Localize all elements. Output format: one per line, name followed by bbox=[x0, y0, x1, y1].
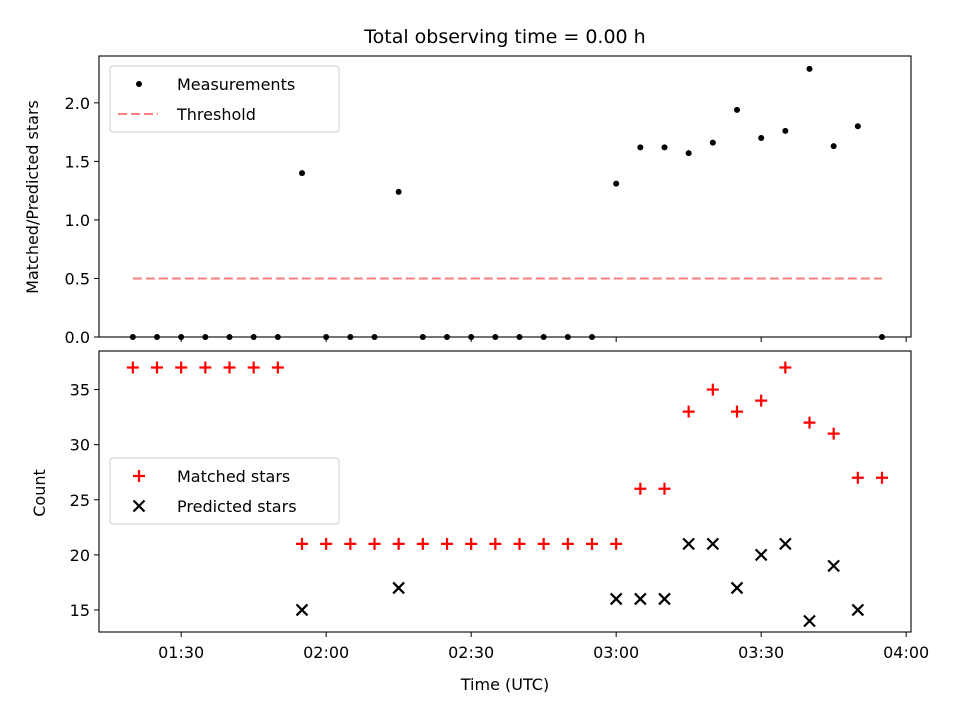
plot-frame bbox=[98, 55, 912, 338]
top-y-axis-label: Matched/Predicted stars bbox=[23, 100, 42, 294]
matched-stars-point bbox=[392, 537, 405, 550]
measurements-point bbox=[637, 144, 644, 151]
y-tick-label: 0.0 bbox=[65, 328, 90, 347]
matched-stars-point bbox=[151, 361, 163, 374]
measurements-point bbox=[395, 188, 402, 195]
legend: Measurements Threshold bbox=[109, 65, 340, 133]
matched-stars-point bbox=[465, 537, 478, 550]
y-tick-label: 15 bbox=[70, 601, 90, 620]
legend-label-matched-stars: Matched stars bbox=[177, 467, 290, 486]
matched-stars-point bbox=[634, 482, 647, 495]
matched-stars-point bbox=[489, 537, 502, 550]
bottom-y-axis-label: Count bbox=[30, 469, 49, 517]
y-tick-label: 1.5 bbox=[65, 152, 90, 171]
measurements-point bbox=[661, 144, 668, 151]
matched-stars-point bbox=[537, 537, 550, 550]
measurements-point bbox=[758, 134, 765, 141]
predicted-stars-point bbox=[730, 581, 744, 595]
y-tick-label: 2.0 bbox=[65, 94, 90, 113]
matched-stars-point bbox=[586, 537, 598, 550]
measurements-point bbox=[613, 180, 620, 187]
matched-stars-point bbox=[368, 537, 381, 550]
x-tick-label: 04:00 bbox=[883, 643, 929, 662]
predicted-stars-point bbox=[682, 537, 695, 551]
matched-stars-point bbox=[247, 361, 260, 374]
matched-stars-point bbox=[610, 537, 623, 550]
matched-stars-point bbox=[199, 361, 212, 374]
matched-stars-point bbox=[827, 427, 840, 440]
predicted-stars-point bbox=[754, 548, 768, 562]
measurements-point bbox=[830, 143, 837, 150]
matched-stars-point bbox=[658, 482, 671, 495]
predicted-stars-point bbox=[706, 537, 720, 551]
matched-stars-point bbox=[706, 383, 719, 396]
matched-stars-point bbox=[803, 416, 816, 429]
matched-stars-point bbox=[513, 537, 526, 550]
predicted-stars-point bbox=[803, 614, 816, 628]
x-axis-label: Time (UTC) bbox=[460, 675, 549, 694]
matched-stars-point bbox=[561, 537, 574, 550]
bottom-panel: 15 20 25 30 35 01:30 02:00 02:30 03:00 03:30 04:00… bbox=[70, 350, 929, 662]
y-tick-label: 0.5 bbox=[65, 269, 90, 288]
measurements-point bbox=[782, 127, 789, 134]
matched-stars-point bbox=[682, 405, 695, 418]
matched-stars-point bbox=[296, 537, 308, 550]
chart-title: Total observing time = 0.00 h bbox=[363, 26, 645, 48]
plot-frame bbox=[98, 350, 912, 633]
x-tick-label: 02:00 bbox=[303, 643, 349, 662]
legend-marker-matched-stars bbox=[133, 470, 145, 482]
measurements-point bbox=[685, 150, 692, 157]
matched-stars-point bbox=[175, 361, 188, 374]
matched-stars-point bbox=[755, 394, 768, 407]
predicted-stars-point bbox=[392, 581, 405, 595]
x-tick-label: 02:30 bbox=[448, 643, 494, 662]
predicted-stars-point bbox=[851, 603, 865, 617]
predicted-stars-point bbox=[779, 537, 792, 551]
x-tick-label: 01:30 bbox=[158, 643, 204, 662]
matched-stars-point bbox=[223, 361, 236, 374]
matched-stars-point bbox=[416, 537, 429, 550]
legend-label-threshold: Threshold bbox=[176, 105, 256, 124]
matched-stars-point bbox=[779, 361, 792, 374]
y-tick-label: 1.0 bbox=[65, 211, 90, 230]
matched-stars-point bbox=[126, 361, 139, 374]
y-tick-label: 20 bbox=[70, 546, 90, 565]
predicted-stars-point bbox=[827, 559, 840, 573]
x-tick-label: 03:00 bbox=[593, 643, 639, 662]
predicted-stars-point bbox=[295, 603, 309, 617]
legend-label-measurements: Measurements bbox=[177, 75, 295, 94]
measurements-point bbox=[854, 123, 861, 130]
matched-stars-point bbox=[271, 361, 284, 374]
y-tick-label: 25 bbox=[70, 491, 90, 510]
x-tick-label: 03:30 bbox=[738, 643, 784, 662]
legend-marker-predicted-stars bbox=[132, 499, 146, 513]
measurements-point bbox=[806, 65, 813, 72]
legend-marker-measurements bbox=[136, 81, 142, 87]
matched-stars-point bbox=[731, 405, 743, 418]
matched-stars-point bbox=[344, 537, 357, 550]
measurements-point bbox=[299, 170, 305, 177]
predicted-stars-point bbox=[609, 592, 623, 606]
legend-box bbox=[109, 65, 340, 133]
matched-stars-point bbox=[441, 537, 453, 550]
measurements-point bbox=[709, 139, 716, 146]
legend: Matched stars Predicted stars bbox=[109, 457, 340, 525]
matched-stars-point bbox=[876, 471, 888, 484]
measurements-point bbox=[734, 106, 740, 113]
top-panel: 0.0 0.5 1.0 1.5 2.0 Measurements Threshold bbox=[65, 55, 912, 347]
legend-box bbox=[109, 457, 340, 525]
y-tick-label: 35 bbox=[70, 381, 90, 400]
matched-stars-point bbox=[851, 471, 864, 484]
predicted-stars-point bbox=[634, 592, 647, 606]
predicted-stars-point bbox=[658, 592, 671, 606]
y-tick-label: 30 bbox=[70, 436, 90, 455]
matched-stars-point bbox=[320, 537, 333, 550]
legend-label-predicted-stars: Predicted stars bbox=[177, 497, 297, 516]
